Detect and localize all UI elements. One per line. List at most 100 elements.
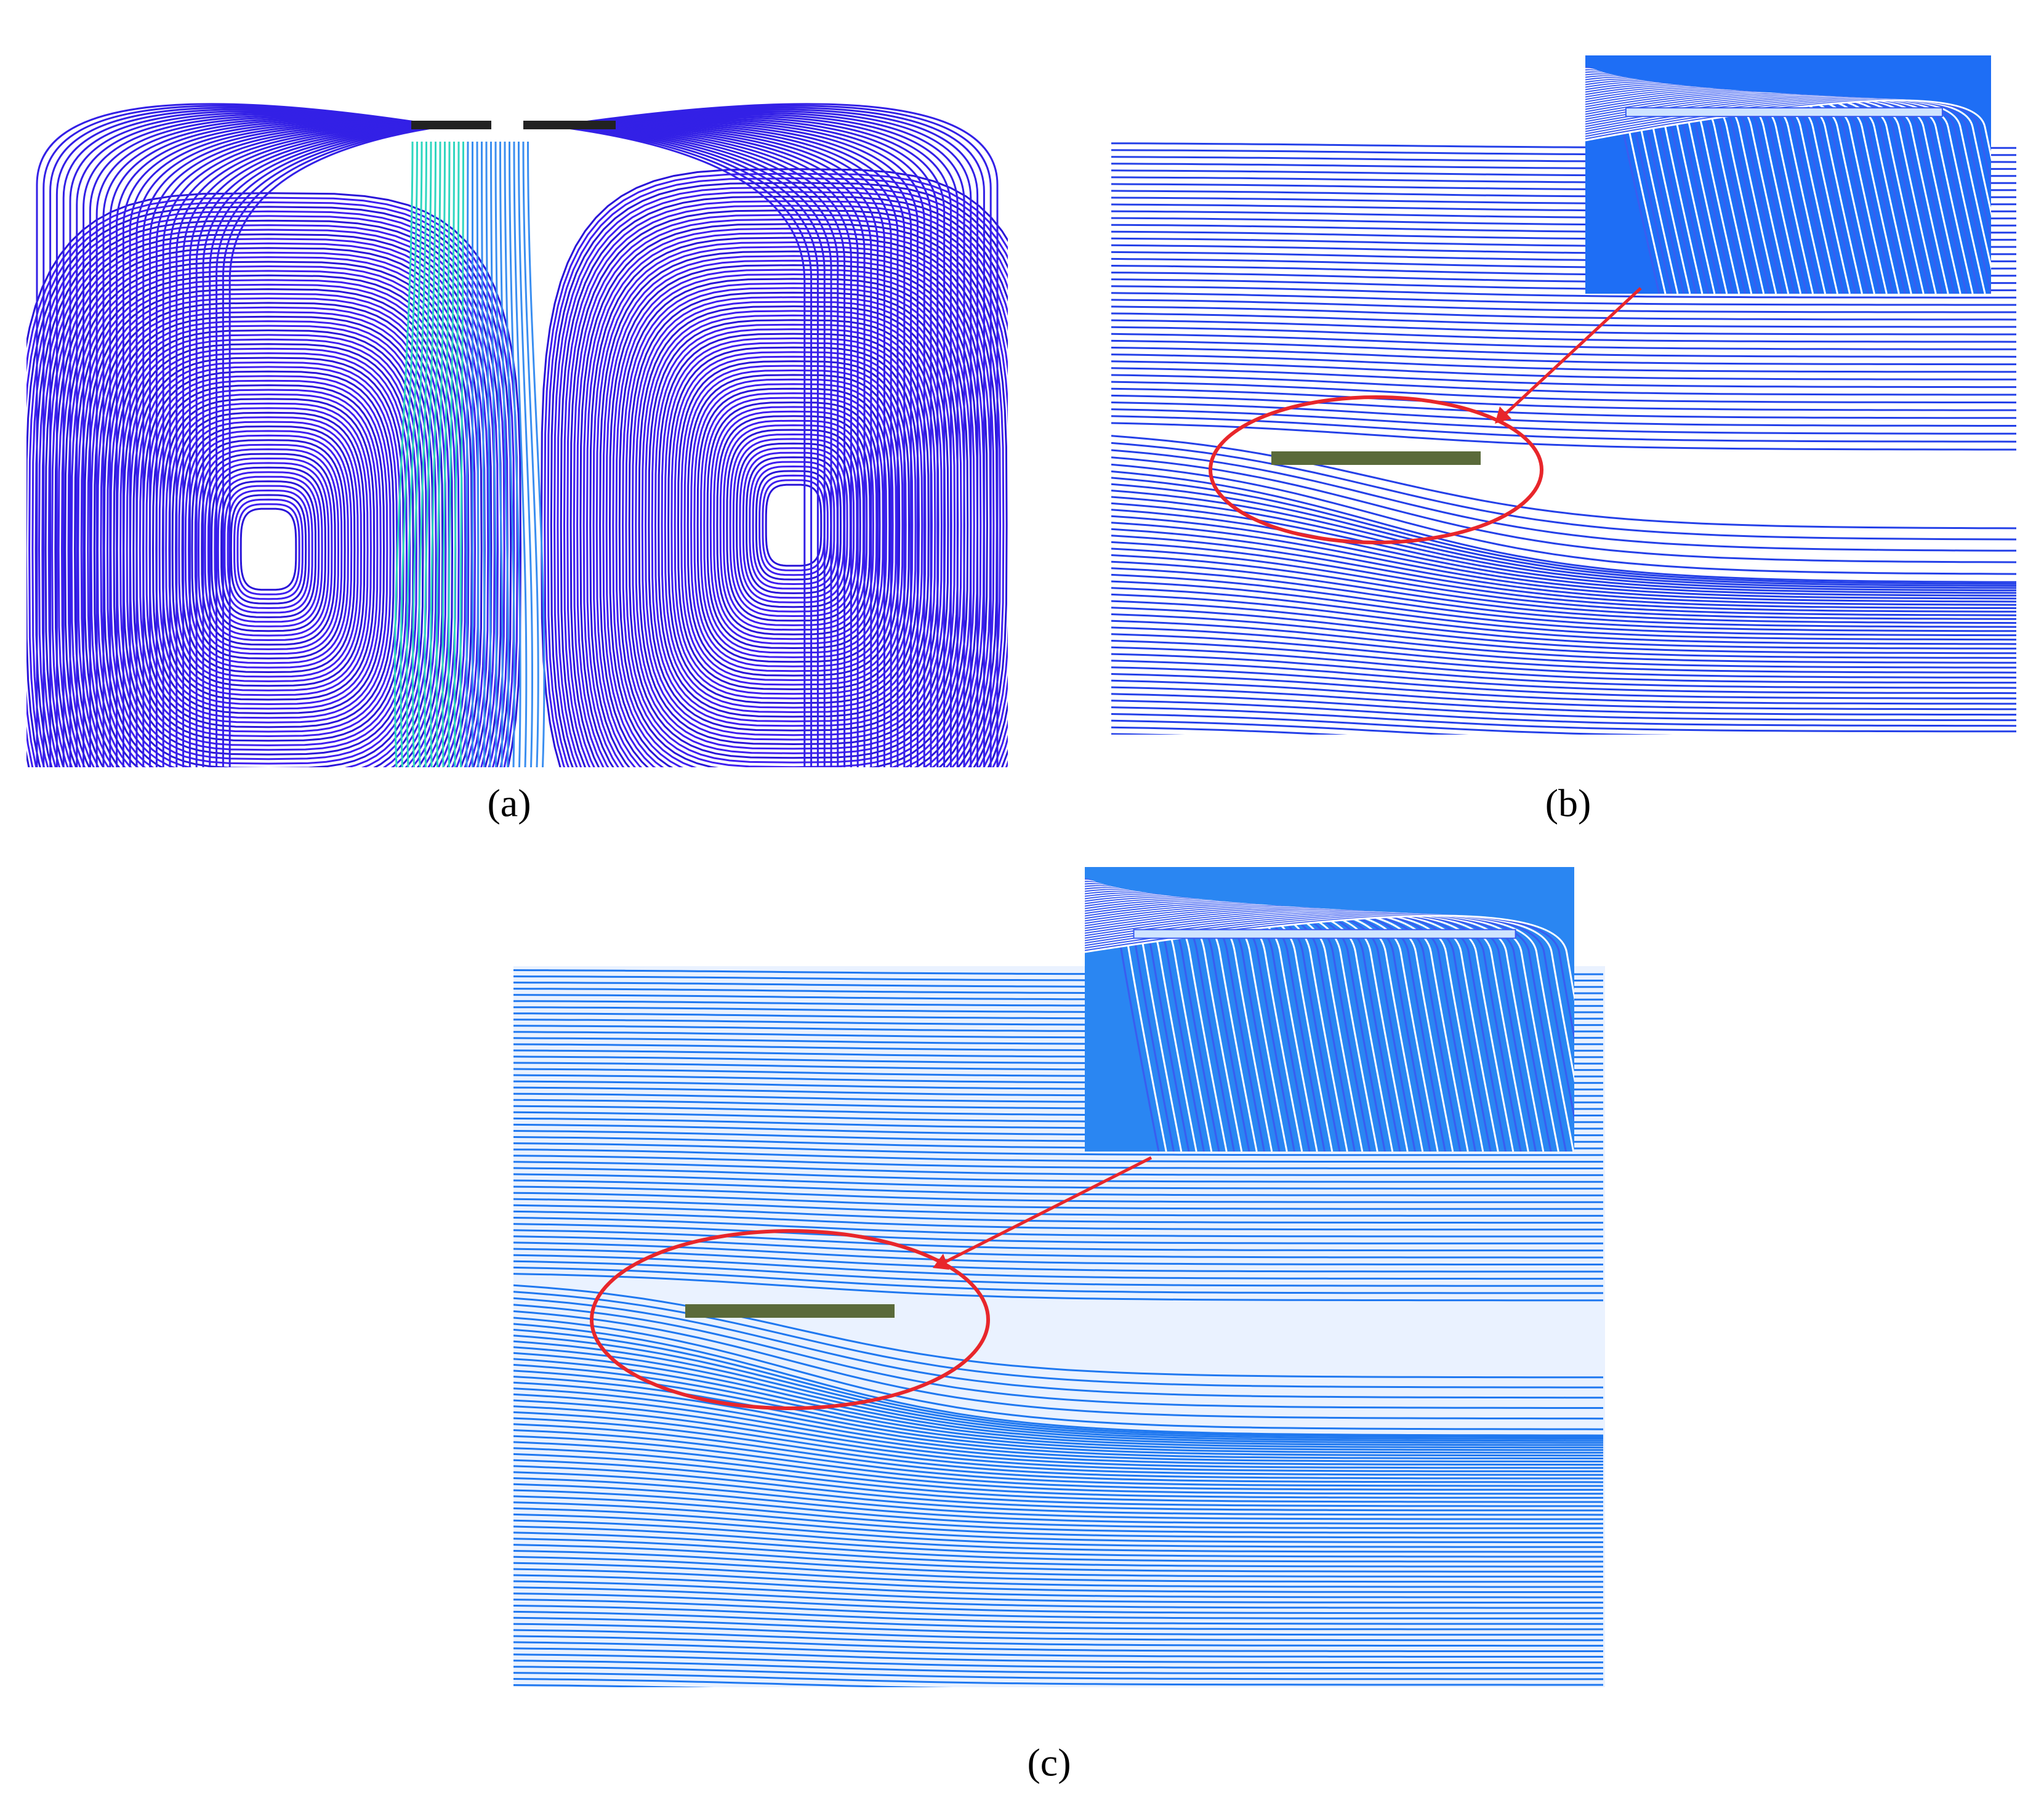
- streamline: [1111, 305, 2017, 321]
- streamline: [1085, 914, 1574, 1043]
- plate: [1133, 929, 1516, 939]
- streamline: [513, 1653, 1603, 1669]
- streamline: [513, 1672, 1603, 1686]
- streamline: [513, 1555, 1603, 1583]
- streamline: [513, 1241, 1603, 1265]
- streamline: [1111, 593, 2017, 645]
- streamline: [513, 1641, 1603, 1658]
- streamline: [513, 1304, 1603, 1409]
- streamline: [1111, 456, 2017, 563]
- streamline: [93, 302, 444, 767]
- streamline: [57, 251, 480, 767]
- streamline: [513, 1519, 1603, 1553]
- streamline: [1111, 726, 1348, 735]
- streamline: [513, 1387, 1603, 1462]
- streamline: [513, 1629, 1603, 1647]
- streamline: [513, 1323, 1604, 1437]
- streamline: [184, 430, 353, 669]
- streamline: [513, 1660, 1604, 1675]
- streamline: [424, 141, 437, 767]
- streamline: [513, 1148, 1603, 1163]
- streamline: [513, 1328, 1604, 1438]
- streamline: [1111, 367, 2016, 389]
- streamline: [1111, 496, 2017, 592]
- streamline: [513, 1550, 1603, 1578]
- streamline: [1111, 442, 2017, 541]
- streamline: [722, 424, 864, 626]
- streamline: [553, 124, 885, 767]
- streamline: [513, 1610, 1603, 1631]
- streamline: [494, 141, 504, 767]
- arrow: [1501, 287, 1642, 418]
- streamline: [188, 125, 444, 767]
- streamline: [41, 228, 496, 767]
- arrow: [941, 1156, 1153, 1265]
- streamline: [513, 1562, 1603, 1588]
- streamline: [1085, 909, 1484, 1152]
- streamline: [481, 141, 486, 767]
- streamline: [504, 141, 515, 767]
- streamline: [1585, 93, 1900, 294]
- streamline: [1585, 94, 1912, 294]
- streamline: [1111, 312, 2016, 328]
- streamline: [228, 125, 444, 767]
- streamline: [465, 141, 469, 767]
- streamline: [448, 141, 455, 767]
- streamline: [1111, 573, 2017, 632]
- streamline: [1111, 483, 2017, 587]
- streamline: [605, 259, 982, 767]
- streamline: [1111, 326, 2017, 343]
- arrow-head: [1495, 406, 1511, 424]
- streamline: [513, 1352, 1604, 1446]
- streamline: [513, 1580, 1603, 1603]
- streamline: [1111, 646, 2016, 684]
- streamline: [1111, 733, 1186, 735]
- streamline: [1111, 587, 2017, 641]
- streamline: [142, 124, 444, 767]
- streamline: [645, 314, 943, 736]
- streamline: [513, 1483, 1603, 1525]
- streamline: [762, 479, 826, 571]
- streamline: [239, 507, 297, 591]
- streamline: [628, 291, 959, 759]
- streamline: [513, 1381, 1604, 1459]
- streamline: [553, 125, 846, 767]
- streamline: [1111, 515, 2017, 600]
- streamline: [553, 125, 806, 767]
- streamline: [625, 287, 962, 764]
- streamline: [1111, 600, 2016, 650]
- streamline: [513, 1310, 1604, 1420]
- streamline: [106, 320, 430, 767]
- streamline: [204, 457, 333, 642]
- streamline: [1111, 422, 2016, 451]
- streamline: [1111, 626, 2016, 669]
- streamline: [579, 223, 1008, 767]
- streamline: [513, 1210, 1603, 1231]
- plate: [411, 121, 491, 129]
- streamline: [1111, 319, 2016, 336]
- streamline: [236, 503, 300, 595]
- streamline: [145, 375, 392, 724]
- highlight-ellipse: [590, 1229, 990, 1410]
- streamline: [732, 438, 855, 613]
- streamline: [1111, 449, 2017, 552]
- streamline: [67, 265, 470, 767]
- streamline: [513, 1605, 1603, 1625]
- streamline: [513, 1429, 1603, 1487]
- plate: [685, 1304, 895, 1318]
- streamline: [178, 421, 359, 678]
- streamline: [513, 1411, 1603, 1476]
- arrow-head: [933, 1254, 949, 1270]
- streamline: [139, 366, 398, 733]
- streamline: [1111, 285, 2016, 299]
- streamline: [513, 1223, 1603, 1244]
- streamline: [499, 141, 510, 767]
- streamline: [513, 1393, 1603, 1466]
- streamline: [513, 1273, 1603, 1302]
- streamline: [513, 1167, 1603, 1183]
- plate: [1625, 107, 1943, 118]
- streamline: [435, 141, 446, 767]
- streamline: [227, 489, 310, 610]
- streamline: [648, 319, 940, 732]
